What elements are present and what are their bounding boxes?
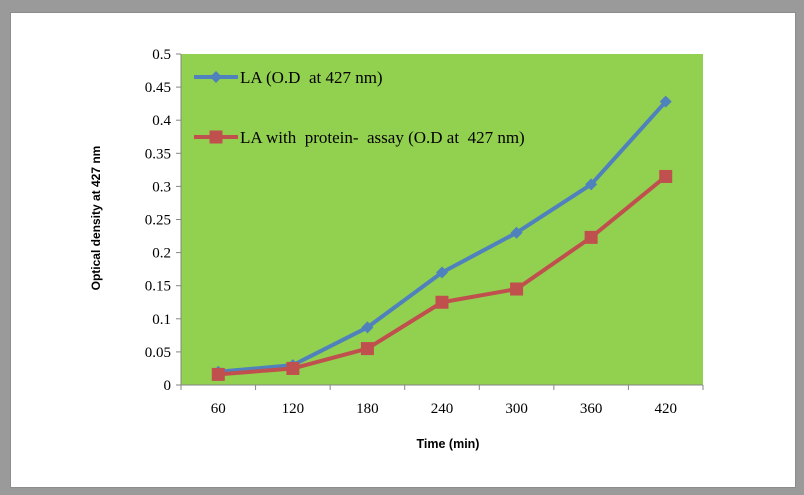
data-point: [435, 295, 449, 309]
x-tick-label: 360: [580, 401, 603, 417]
y-tick-label: 0.25: [145, 213, 171, 229]
y-tick-label: 0.05: [145, 345, 171, 361]
series-2: [211, 169, 673, 381]
data-point: [360, 342, 374, 356]
data-point: [585, 178, 598, 191]
data-point: [286, 361, 300, 375]
x-tick-label: 60: [211, 401, 226, 417]
plot-area: [181, 54, 703, 385]
legend-label: LA with protein- assay (O.D at 427 nm): [240, 128, 525, 147]
y-tick-label: 0.3: [152, 179, 171, 195]
data-point: [510, 282, 524, 296]
x-tick-label: 420: [654, 401, 677, 417]
y-tick-label: 0.35: [145, 146, 171, 162]
legend-item: LA (O.D at 427 nm): [194, 68, 383, 87]
y-tick-label: 0.4: [152, 113, 171, 129]
legend-item: LA with protein- assay (O.D at 427 nm): [194, 128, 525, 147]
legend-marker: [209, 130, 223, 144]
data-point: [436, 266, 448, 279]
legend: LA (O.D at 427 nm) LA with protein- assay…: [194, 68, 525, 147]
x-tick-label: 300: [505, 401, 528, 417]
x-tick-label: 240: [431, 401, 454, 417]
legend-marker: [210, 71, 222, 83]
axes: [180, 54, 703, 386]
y-tick-label: 0.45: [145, 80, 171, 96]
x-axis-title: Time (min): [417, 437, 480, 451]
legend-label: LA (O.D at 427 nm): [240, 68, 383, 87]
data-point: [361, 321, 374, 334]
series-layer: [211, 95, 673, 381]
y-tick-label: 0.5: [152, 47, 171, 63]
data-point: [510, 226, 523, 239]
data-point: [211, 367, 225, 381]
y-tick-label: 0: [164, 378, 172, 394]
data-point: [584, 230, 598, 244]
x-tick-label: 180: [356, 401, 379, 417]
data-point: [659, 95, 672, 108]
y-tick-label: 0.1: [152, 312, 171, 328]
y-tick-label: 0.15: [145, 279, 171, 295]
y-axis-title: Optical density at 427 nm: [89, 146, 103, 291]
data-point: [659, 169, 673, 183]
x-axis-ticks: 60 120 180 240 300 360 420: [180, 385, 704, 417]
y-tick-label: 0.2: [152, 246, 171, 262]
x-tick-label: 120: [282, 401, 305, 417]
y-axis-ticks: 0 0.05 0.1 0.15 0.2 0.25 0.3 0.35 0.4 0.45 0.5: [145, 47, 181, 394]
